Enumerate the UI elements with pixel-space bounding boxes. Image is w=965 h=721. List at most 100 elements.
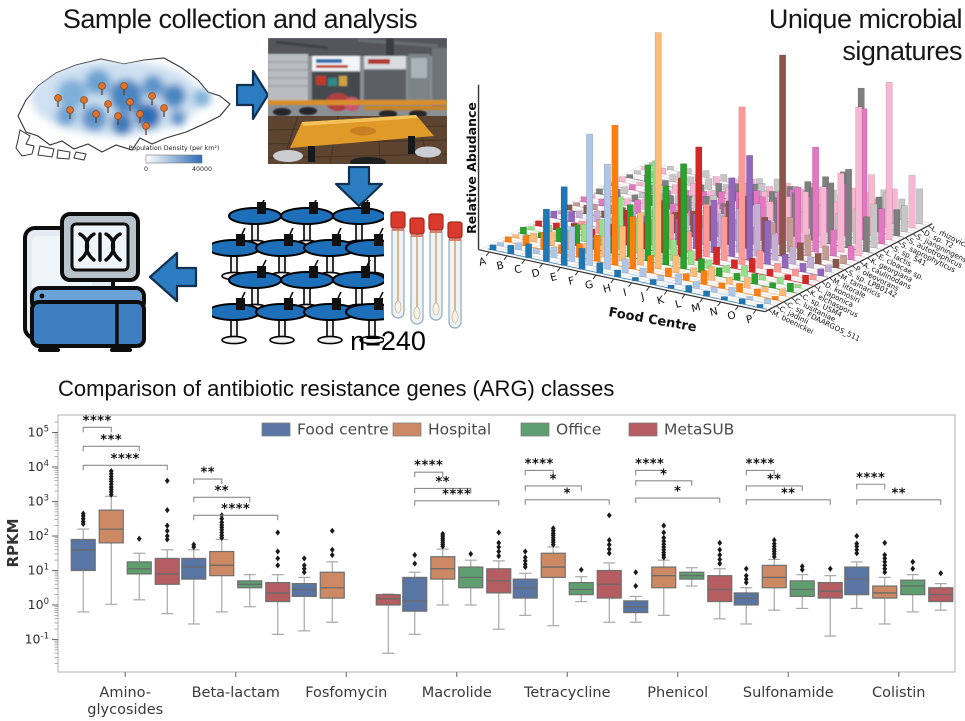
location-pin-icon bbox=[66, 106, 74, 119]
outlier-point bbox=[164, 527, 170, 534]
bar3d-bar bbox=[784, 274, 792, 281]
outlier-point bbox=[136, 535, 142, 542]
box-rect bbox=[540, 552, 566, 578]
outlier-point bbox=[496, 543, 502, 551]
box-rect bbox=[181, 557, 207, 580]
bar3d-bar bbox=[741, 265, 748, 277]
legend-swatch bbox=[628, 422, 658, 437]
bar3d-bar bbox=[799, 262, 807, 273]
box-food-centre bbox=[181, 541, 207, 625]
outlier-point bbox=[633, 582, 639, 590]
table-icon bbox=[212, 291, 261, 345]
bar3d-bar bbox=[756, 304, 764, 308]
box-food-centre bbox=[70, 510, 96, 613]
bar3d-bar bbox=[595, 188, 603, 195]
bar3d-bar bbox=[626, 174, 634, 179]
hawker-centre-photo bbox=[268, 38, 447, 164]
significance-bracket: **** bbox=[856, 471, 886, 490]
bar3d-bar bbox=[766, 268, 774, 277]
table-icon bbox=[345, 291, 384, 345]
bar3d-bar bbox=[680, 163, 687, 269]
significance-stars: **** bbox=[442, 487, 471, 502]
bar3d-bar bbox=[489, 244, 497, 251]
box-office bbox=[237, 574, 263, 608]
box-rect bbox=[761, 564, 787, 589]
bar3d-bar bbox=[720, 216, 728, 261]
outlier-point bbox=[496, 552, 502, 560]
box-rect bbox=[402, 576, 428, 612]
bar3d-bar bbox=[702, 170, 710, 178]
bar3d-bar bbox=[825, 264, 832, 272]
box-rect bbox=[154, 557, 180, 585]
food-centre-tick-label: N bbox=[709, 305, 720, 319]
food-centre-tick-label: P bbox=[745, 313, 754, 326]
outlier-point bbox=[661, 538, 667, 545]
location-pin-icon bbox=[120, 82, 128, 95]
location-pin-icon bbox=[54, 94, 62, 107]
category-tick-label: Macrolide bbox=[422, 685, 492, 701]
bar3d-bar bbox=[761, 286, 769, 293]
legend: Food centre Hospital Office MetaSUB bbox=[261, 421, 734, 439]
y-tick-label: 10-1 bbox=[25, 632, 49, 647]
bar3d-bar bbox=[682, 273, 690, 281]
bar3d-bar bbox=[578, 248, 586, 270]
bar3d-bar bbox=[715, 267, 723, 277]
outlier-point bbox=[882, 558, 888, 565]
outlier-point bbox=[661, 529, 667, 536]
food-centre-tick-label: E bbox=[549, 271, 558, 284]
significance-bracket: **** bbox=[193, 502, 279, 521]
bar3d-bar bbox=[728, 287, 736, 297]
density-legend-title: Population Density (per km²) bbox=[129, 145, 220, 152]
bar3d-bar bbox=[657, 275, 665, 281]
box-food-centre bbox=[623, 569, 649, 623]
box-hospital bbox=[98, 468, 124, 605]
y-tick-label: 104 bbox=[28, 459, 49, 474]
signatures-title-line2: signatures bbox=[842, 35, 962, 66]
outlier-point bbox=[606, 541, 612, 548]
bar3d-bar bbox=[550, 210, 558, 219]
outlier-point bbox=[275, 562, 281, 569]
box-rect bbox=[789, 580, 815, 597]
bar3d-bar bbox=[794, 284, 802, 288]
outlier-point bbox=[80, 510, 86, 517]
food-centre-tick-label: I bbox=[622, 287, 628, 299]
legend-swatch bbox=[520, 422, 550, 437]
category-tick-label: Sulfonamide bbox=[743, 685, 834, 701]
bar3d-bar bbox=[776, 276, 784, 285]
significance-bracket: **** bbox=[525, 457, 554, 476]
significance-stars: **** bbox=[221, 502, 250, 517]
legend-label: Office bbox=[556, 421, 601, 439]
legend-label: MetaSUB bbox=[664, 421, 734, 439]
bar3d-bar bbox=[832, 258, 840, 268]
box-hospital bbox=[430, 530, 456, 606]
outlier-point bbox=[329, 546, 335, 553]
species-row bbox=[487, 186, 768, 310]
bar3d-bar bbox=[754, 288, 761, 297]
bar3d-bar bbox=[647, 255, 654, 274]
bar3d-bar bbox=[736, 283, 743, 293]
category-tick-label: Colistin bbox=[872, 685, 926, 701]
bar3d-bar bbox=[728, 177, 736, 257]
arg-panel-title: Comparison of antibiotic resistance gene… bbox=[58, 376, 615, 401]
outlier-point bbox=[164, 536, 170, 543]
bar3d-bar bbox=[733, 273, 741, 281]
outlier-point bbox=[522, 548, 528, 555]
bar3d-bar bbox=[520, 226, 527, 235]
box-hospital bbox=[651, 522, 677, 616]
bar3d-bar bbox=[774, 263, 781, 273]
significance-bracket: **** bbox=[83, 414, 112, 433]
bar3d-bar bbox=[710, 199, 718, 253]
box-food-centre bbox=[402, 551, 428, 635]
bar3d-bar bbox=[664, 267, 672, 277]
location-pin-icon bbox=[92, 110, 100, 123]
outlier-point bbox=[771, 537, 777, 544]
outlier-point bbox=[301, 565, 307, 572]
flow-arrow-down-icon bbox=[334, 166, 384, 208]
bar3d-bar bbox=[759, 274, 766, 281]
box-rect bbox=[568, 581, 594, 596]
box-rect bbox=[900, 579, 926, 596]
outlier-point bbox=[633, 569, 639, 576]
significance-stars: *** bbox=[100, 433, 122, 448]
significance-stars: * bbox=[660, 467, 667, 482]
